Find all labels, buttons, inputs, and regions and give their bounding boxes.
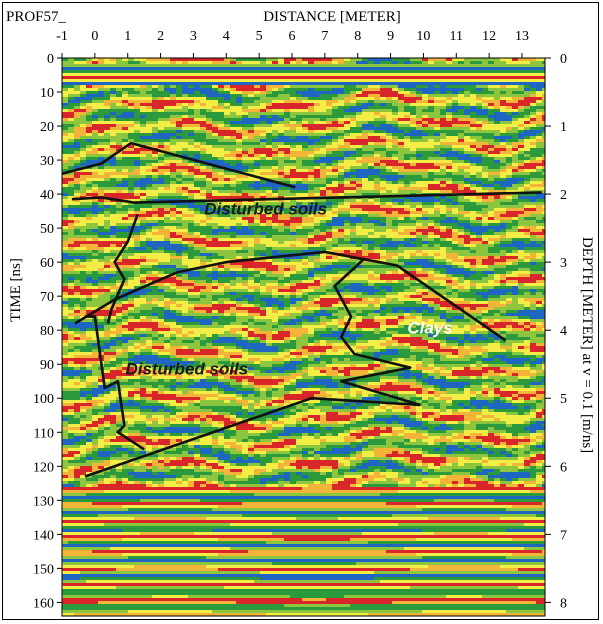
x-tick-label: 13 [515, 29, 529, 44]
y-axis-left: 0 10 20 30 40 50 60 70 80 90 100 110 120 130 140 150 160 [33, 52, 62, 611]
x-tick-label: 7 [321, 29, 328, 44]
y-left-tick-label: 50 [40, 222, 54, 237]
y-right-tick-label: 4 [560, 324, 567, 339]
x-tick-label: 12 [482, 29, 496, 44]
y-left-tick-label: 0 [47, 52, 54, 67]
x-tick-label: 8 [354, 29, 361, 44]
y-axis-left-title: TIME [ns] [8, 258, 24, 322]
y-left-tick-label: 70 [40, 290, 54, 305]
x-tick-label: 2 [157, 29, 164, 44]
y-left-tick-label: 40 [40, 188, 54, 203]
x-axis-top: -1 0 1 2 3 4 5 6 7 8 9 10 11 12 13 [56, 29, 529, 58]
x-tick-label: -1 [56, 29, 68, 44]
x-tick-label: 4 [223, 29, 230, 44]
x-tick-label: 6 [289, 29, 296, 44]
y-left-tick-label: 80 [40, 324, 54, 339]
x-tick-label: 0 [91, 29, 98, 44]
annotation-label: Clays [407, 319, 452, 338]
y-left-tick-label: 130 [33, 494, 54, 509]
x-tick-label: 1 [124, 29, 131, 44]
y-left-tick-label: 110 [34, 426, 54, 441]
x-tick-label: 5 [256, 29, 263, 44]
y-right-tick-label: 6 [560, 460, 567, 475]
y-left-tick-label: 30 [40, 154, 54, 169]
y-left-tick-label: 60 [40, 256, 54, 271]
y-left-tick-label: 10 [40, 86, 54, 101]
y-left-tick-label: 160 [33, 596, 54, 611]
y-right-tick-label: 7 [560, 528, 567, 543]
x-tick-label: 3 [190, 29, 197, 44]
radargram-image [62, 58, 549, 617]
x-tick-label: 10 [416, 29, 430, 44]
y-left-tick-label: 90 [40, 358, 54, 373]
y-right-tick-label: 1 [560, 120, 567, 135]
y-left-tick-label: 150 [33, 562, 54, 577]
annotation-label: Disturbed soils [125, 359, 248, 378]
y-left-tick-label: 20 [40, 120, 54, 135]
y-left-tick-label: 140 [33, 528, 54, 543]
y-axis-right: 0 1 2 3 4 5 6 7 8 [545, 52, 567, 611]
y-left-tick-label: 100 [33, 392, 54, 407]
x-axis-title: DISTANCE [METER] [263, 9, 401, 25]
x-tick-label: 11 [450, 29, 463, 44]
y-right-tick-label: 3 [560, 256, 567, 271]
y-right-tick-label: 2 [560, 188, 567, 203]
y-left-tick-label: 120 [33, 460, 54, 475]
y-axis-right-title: DEPTH [METER] at v = 0.1 [m/ns] [579, 237, 595, 453]
annotation-label: Disturbed soils [204, 200, 327, 219]
profile-label: PROF57_ [6, 9, 67, 25]
x-tick-label: 9 [387, 29, 394, 44]
y-right-tick-label: 5 [560, 392, 567, 407]
y-right-tick-label: 0 [560, 52, 567, 67]
y-right-tick-label: 8 [560, 596, 567, 611]
